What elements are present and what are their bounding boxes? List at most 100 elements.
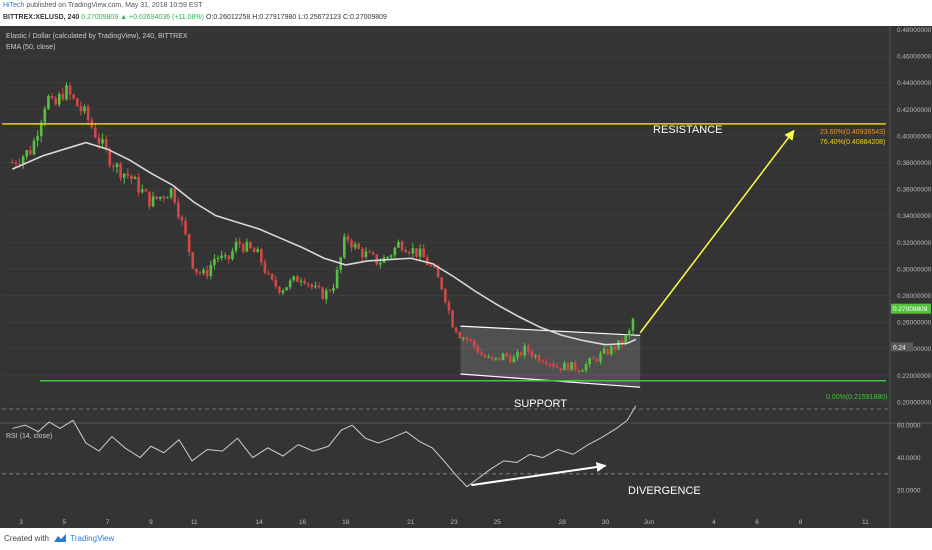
price-tick-label: 0.24000000 bbox=[897, 346, 932, 353]
candle-body bbox=[599, 353, 602, 362]
candle-body bbox=[223, 255, 227, 257]
candle-body bbox=[350, 240, 353, 248]
candle-body bbox=[458, 332, 462, 339]
candle-body bbox=[75, 98, 79, 107]
candle-body bbox=[216, 257, 220, 259]
ema-price-tag-label: 0.24 bbox=[893, 344, 906, 351]
candle-body bbox=[187, 234, 191, 253]
candle-body bbox=[140, 189, 144, 193]
candle-body bbox=[112, 165, 115, 168]
candle-body bbox=[573, 362, 577, 371]
price-tick-label: 0.28000000 bbox=[897, 293, 932, 300]
candle-body bbox=[516, 352, 519, 358]
candle-body bbox=[397, 242, 400, 248]
x-tick-label: 8 bbox=[799, 519, 803, 526]
price-tick-label: 0.40000000 bbox=[897, 133, 932, 140]
candle-body bbox=[288, 280, 292, 288]
candle-body bbox=[465, 338, 469, 340]
candle-body bbox=[559, 367, 563, 371]
candle-body bbox=[104, 139, 108, 150]
candle-body bbox=[400, 242, 404, 250]
price-tick-label: 0.20000000 bbox=[897, 399, 932, 406]
candle-body bbox=[263, 262, 267, 273]
support-label: SUPPORT bbox=[514, 398, 567, 410]
x-tick-label: 25 bbox=[494, 519, 502, 526]
x-tick-label: 23 bbox=[450, 519, 458, 526]
candle-body bbox=[57, 94, 61, 105]
divergence-label: DIVERGENCE bbox=[628, 485, 701, 497]
candle-body bbox=[158, 196, 162, 199]
candle-body bbox=[202, 269, 205, 274]
candle-body bbox=[195, 268, 198, 273]
ema-legend: EMA (50, close) bbox=[6, 44, 55, 51]
header: HiTech published on TradingView.com, May… bbox=[0, 0, 932, 26]
candle-body bbox=[617, 340, 620, 350]
candle-body bbox=[577, 370, 581, 372]
candle-body bbox=[332, 287, 335, 291]
candle-body bbox=[241, 244, 245, 252]
author-link[interactable]: HiTech bbox=[3, 2, 25, 9]
candle-body bbox=[122, 173, 126, 178]
candle-body bbox=[527, 345, 530, 352]
candle-body bbox=[238, 241, 241, 245]
candle-body bbox=[205, 269, 209, 277]
chart-svg[interactable]: 0.48000000 0.46000000 0.44000000 0.42000000… bbox=[0, 26, 932, 528]
x-tick-label: Jun bbox=[644, 519, 655, 526]
tradingview-link[interactable]: TradingView bbox=[70, 534, 115, 543]
candle-body bbox=[451, 310, 454, 328]
candle-body bbox=[631, 318, 635, 331]
candle-body bbox=[68, 85, 72, 95]
candle-body bbox=[508, 356, 512, 363]
fib-0-label: 0.00%(0.21591880) bbox=[826, 394, 888, 401]
price-tick-label: 0.44000000 bbox=[897, 80, 932, 87]
candle-body bbox=[548, 363, 552, 365]
candle-body bbox=[324, 290, 328, 300]
candle-body bbox=[498, 357, 501, 361]
candle-body bbox=[523, 345, 527, 356]
candle-body bbox=[115, 163, 119, 168]
channel-fill bbox=[460, 326, 641, 388]
candle-body bbox=[155, 196, 158, 199]
candle-body bbox=[65, 85, 68, 100]
candle-body bbox=[628, 330, 631, 336]
candle-body bbox=[317, 285, 321, 288]
candle-body bbox=[292, 276, 296, 281]
footer-text: Created with TradingView bbox=[4, 534, 114, 543]
candle-body bbox=[130, 175, 133, 179]
candle-body bbox=[191, 252, 195, 269]
candle-body bbox=[321, 287, 324, 300]
candle-body bbox=[270, 273, 274, 280]
candle-body bbox=[43, 108, 47, 123]
candle-body bbox=[25, 150, 29, 157]
candle-body bbox=[613, 346, 617, 350]
candle-body bbox=[436, 267, 440, 278]
candle-body bbox=[440, 277, 444, 290]
candle-body bbox=[335, 269, 339, 288]
publish-info: published on TradingView.com, May 31, 20… bbox=[26, 2, 203, 9]
candle-body bbox=[411, 248, 415, 254]
candle-body bbox=[570, 362, 573, 371]
candle-body bbox=[447, 302, 451, 311]
x-tick-label: 11 bbox=[862, 519, 869, 526]
symbol: BITTREX:XELUSD, 240 bbox=[3, 14, 80, 21]
candle-body bbox=[602, 349, 606, 354]
candle-body bbox=[94, 127, 97, 138]
candle-body bbox=[415, 248, 418, 257]
price-tick-label: 0.46000000 bbox=[897, 54, 932, 61]
candle-body bbox=[606, 349, 610, 355]
candle-body bbox=[252, 248, 256, 253]
candle-body bbox=[552, 363, 555, 367]
candle-body bbox=[519, 352, 523, 356]
candle-body bbox=[220, 255, 223, 258]
candle-body bbox=[379, 262, 382, 265]
candle-body bbox=[584, 364, 588, 371]
chart-area[interactable]: 0.48000000 0.46000000 0.44000000 0.42000000… bbox=[0, 26, 932, 528]
candle-body bbox=[480, 352, 483, 355]
candle-body bbox=[389, 255, 393, 257]
candle-body bbox=[624, 335, 628, 345]
candle-body bbox=[444, 289, 447, 303]
candle-body bbox=[422, 248, 425, 258]
candle-body bbox=[490, 356, 494, 360]
candle-body bbox=[563, 363, 566, 371]
candle-body bbox=[530, 351, 534, 357]
